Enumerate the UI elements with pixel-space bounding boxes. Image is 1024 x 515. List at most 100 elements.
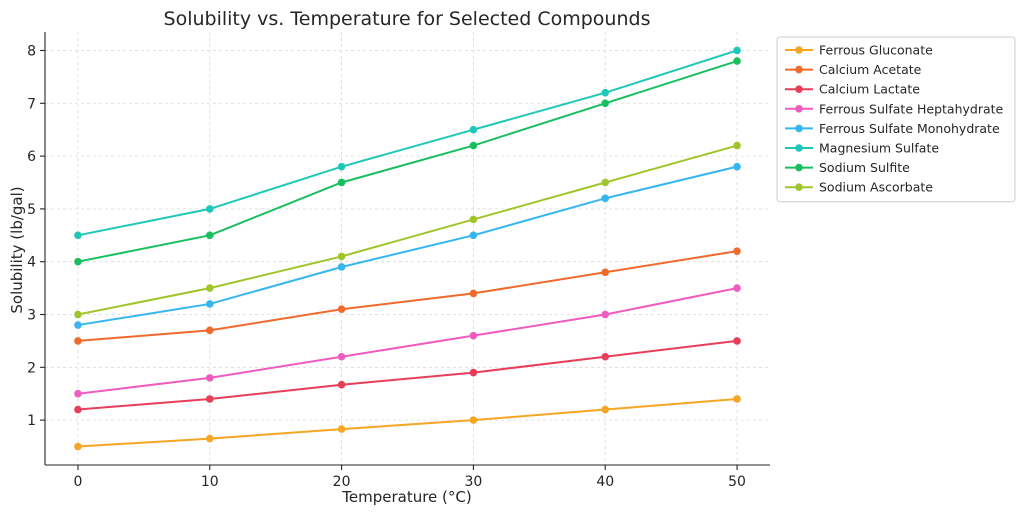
- series-line: [77, 60, 738, 263]
- data-point: [337, 425, 346, 433]
- series: [74, 46, 741, 240]
- data-point: [205, 300, 214, 308]
- series-line: [77, 144, 738, 316]
- legend-item: Ferrous Gluconate: [785, 43, 933, 58]
- legend-frame: [776, 36, 1016, 203]
- data-point: [337, 305, 346, 314]
- series: [74, 141, 741, 319]
- data-point: [469, 368, 478, 377]
- x-axis-title: Temperature (°C): [341, 488, 471, 506]
- series-line: [77, 339, 738, 411]
- data-point: [469, 215, 478, 224]
- chart-title: Solubility vs. Temperature for Selected …: [164, 8, 651, 30]
- x-tick-label: 50: [728, 474, 746, 490]
- legend-label: Ferrous Gluconate: [819, 43, 933, 58]
- series: [74, 162, 741, 329]
- data-point: [74, 231, 82, 240]
- data-point: [469, 416, 478, 424]
- data-point: [469, 231, 478, 240]
- data-point: [337, 352, 346, 361]
- series: [74, 284, 741, 398]
- data-point: [205, 231, 214, 240]
- data-point: [601, 178, 610, 187]
- data-point: [601, 268, 610, 277]
- legend-label: Calcium Lactate: [819, 82, 920, 97]
- series: [74, 247, 741, 345]
- data-point: [205, 374, 214, 382]
- series: [74, 395, 741, 451]
- legend-marker: [795, 65, 803, 74]
- data-point: [337, 380, 346, 389]
- legend-marker: [795, 183, 803, 191]
- x-tick-label: 10: [201, 474, 219, 490]
- data-point: [733, 337, 741, 345]
- data-point: [601, 99, 610, 108]
- y-tick-label: 2: [27, 360, 36, 376]
- legend-item: Calcium Acetate: [785, 62, 922, 77]
- series-line: [77, 397, 738, 448]
- data-point: [337, 162, 346, 171]
- data-point: [733, 162, 741, 171]
- series-line: [77, 49, 738, 237]
- grid: [45, 32, 770, 465]
- legend-label: Sodium Ascorbate: [819, 180, 933, 195]
- legend-item: Sodium Ascorbate: [785, 180, 933, 195]
- data-point: [205, 326, 214, 335]
- data-point: [74, 321, 82, 329]
- data-point: [469, 141, 478, 150]
- data-point: [205, 205, 214, 213]
- data-point: [733, 141, 741, 150]
- data-point: [733, 284, 741, 292]
- legend-item: Calcium Lactate: [785, 82, 920, 97]
- x-tick-label: 30: [464, 474, 482, 490]
- data-point: [601, 194, 610, 203]
- y-tick-label: 4: [27, 255, 36, 271]
- data-point: [601, 352, 610, 361]
- data-point: [74, 405, 82, 414]
- data-point: [74, 310, 82, 319]
- data-point: [469, 331, 478, 340]
- data-point: [337, 178, 346, 187]
- series-line: [77, 287, 738, 395]
- data-point: [469, 289, 478, 298]
- legend-marker: [795, 163, 803, 172]
- data-point: [337, 252, 346, 261]
- legend-label: Calcium Acetate: [819, 62, 922, 77]
- x-tick-label: 40: [596, 474, 614, 490]
- legend-label: Ferrous Sulfate Monohydrate: [819, 121, 1000, 136]
- data-point: [74, 442, 82, 451]
- y-tick-label: 5: [27, 202, 36, 218]
- y-tick-label: 6: [27, 149, 36, 165]
- legend-label: Ferrous Sulfate Heptahydrate: [819, 101, 1004, 116]
- legend: Ferrous Gluconate Calcium Acetate Calcium …: [776, 36, 1016, 203]
- legend-marker: [795, 144, 803, 152]
- legend-marker: [795, 85, 803, 93]
- legend-item: Sodium Sulfite: [785, 160, 910, 175]
- legend-item: Ferrous Sulfate Heptahydrate: [785, 101, 1004, 116]
- data-point: [74, 389, 82, 398]
- data-point: [205, 284, 214, 292]
- x-tick-label: 0: [73, 474, 82, 490]
- data-point: [733, 395, 741, 403]
- y-tick-label: 7: [27, 96, 36, 112]
- y-tick-label: 3: [27, 308, 36, 324]
- legend-item: Ferrous Sulfate Monohydrate: [785, 121, 1000, 136]
- series-line: [77, 250, 738, 342]
- data-point: [733, 247, 741, 255]
- legend-marker: [795, 105, 803, 113]
- y-tick-label: 1: [27, 413, 36, 429]
- legend-marker: [795, 46, 803, 54]
- legend-label: Magnesium Sulfate: [819, 141, 939, 156]
- data-point: [337, 263, 346, 271]
- series-line: [77, 165, 738, 327]
- data-point: [469, 125, 478, 134]
- axes: 0 10 20 30 40 50 1 2 3 4 5 6 7 8: [27, 32, 770, 490]
- x-tick-label: 20: [333, 474, 351, 490]
- legend-marker: [795, 124, 803, 133]
- data-point: [733, 46, 741, 55]
- legend-item: Magnesium Sulfate: [785, 141, 939, 156]
- data-point: [601, 405, 610, 414]
- y-tick-label: 8: [27, 43, 36, 59]
- data-point: [205, 434, 214, 443]
